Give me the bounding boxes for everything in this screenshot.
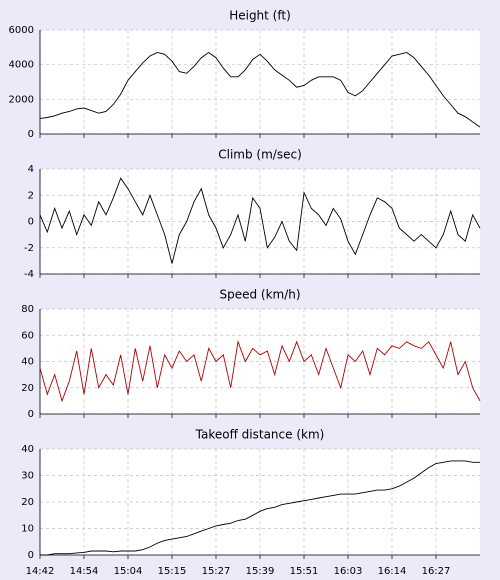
y-tick-label: -4 <box>24 269 34 280</box>
y-tick-label: 20 <box>21 497 34 508</box>
x-tick-label: 15:27 <box>202 566 231 577</box>
y-tick-label: 10 <box>21 524 34 535</box>
x-tick-label: 16:27 <box>422 566 451 577</box>
x-tick-label: 15:51 <box>290 566 319 577</box>
y-tick-label: 0 <box>28 217 34 228</box>
y-tick-label: 80 <box>21 304 34 315</box>
chart-title: Climb (m/sec) <box>218 148 302 162</box>
y-tick-label: 30 <box>21 471 34 482</box>
y-tick-label: 6000 <box>9 25 34 36</box>
x-tick-label: 16:14 <box>378 566 407 577</box>
x-tick-label: 15:15 <box>158 566 187 577</box>
data-line <box>40 460 480 556</box>
y-tick-label: 40 <box>21 444 34 455</box>
chart-title: Speed (km/h) <box>219 288 300 302</box>
x-tick-label: 14:54 <box>70 566 99 577</box>
y-tick-label: 40 <box>21 357 34 368</box>
chart-title: Takeoff distance (km) <box>195 428 325 442</box>
plot-area <box>40 30 480 134</box>
y-tick-label: 2 <box>28 190 34 201</box>
y-tick-label: 0 <box>28 129 34 140</box>
y-tick-label: 20 <box>21 383 34 394</box>
chart-title: Height (ft) <box>229 9 291 23</box>
y-tick-label: -2 <box>24 243 34 254</box>
y-tick-label: 60 <box>21 330 34 341</box>
x-tick-label: 14:42 <box>26 566 55 577</box>
x-tick-label: 15:04 <box>114 566 143 577</box>
data-line <box>39 177 481 264</box>
y-tick-label: 0 <box>28 409 34 420</box>
data-line <box>39 51 481 128</box>
y-tick-label: 4 <box>28 164 34 175</box>
y-tick-label: 4000 <box>9 60 34 71</box>
y-tick-label: 0 <box>28 550 34 561</box>
x-tick-label: 15:39 <box>246 566 275 577</box>
data-line <box>39 340 481 403</box>
y-tick-label: 2000 <box>9 94 34 105</box>
x-tick-label: 16:03 <box>334 566 363 577</box>
